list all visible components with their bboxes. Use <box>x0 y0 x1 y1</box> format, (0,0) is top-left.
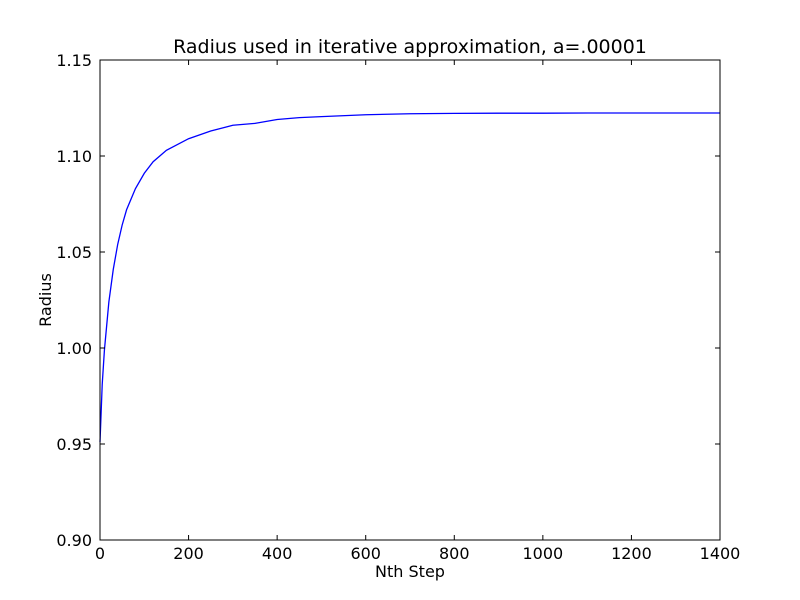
x-axis-label: Nth Step <box>375 562 445 581</box>
x-tick-label: 600 <box>350 544 381 563</box>
y-tick-label: 1.00 <box>56 339 92 358</box>
y-tick-label: 0.95 <box>56 435 92 454</box>
series-line-0 <box>99 112 720 443</box>
y-tick-label: 1.15 <box>56 51 92 70</box>
chart-title: Radius used in iterative approximation, … <box>173 36 647 58</box>
x-tick-label: 400 <box>262 544 293 563</box>
y-tick-label: 1.05 <box>56 243 92 262</box>
y-tick-label: 0.90 <box>56 531 92 550</box>
x-tick-label: 1200 <box>611 544 652 563</box>
tick-labels: 0 200 400 600 800 1000 1200 1400 0.90 0.95 1.00 1.0… <box>56 51 740 563</box>
y-axis-label: Radius <box>36 273 55 327</box>
x-tick-label: 0 <box>95 544 105 563</box>
x-tick-label: 1000 <box>522 544 563 563</box>
plot-frame <box>99 59 721 541</box>
x-tick-label: 800 <box>439 544 470 563</box>
x-tick-label: 1400 <box>700 544 741 563</box>
axis-ticks <box>99 59 721 541</box>
plot-area <box>99 59 721 541</box>
x-tick-label: 200 <box>173 544 204 563</box>
y-tick-label: 1.10 <box>56 147 92 166</box>
